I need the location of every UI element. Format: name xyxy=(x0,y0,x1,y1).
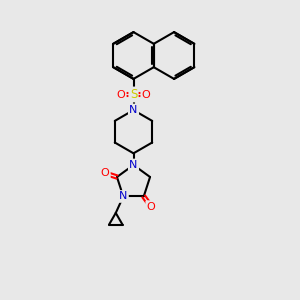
Text: S: S xyxy=(130,88,137,101)
Text: N: N xyxy=(129,105,138,115)
Text: N: N xyxy=(129,105,138,115)
Text: O: O xyxy=(116,89,125,100)
Text: O: O xyxy=(142,89,151,100)
Text: O: O xyxy=(100,168,109,178)
Text: N: N xyxy=(119,191,128,202)
Text: O: O xyxy=(147,202,155,212)
Text: N: N xyxy=(129,160,138,170)
